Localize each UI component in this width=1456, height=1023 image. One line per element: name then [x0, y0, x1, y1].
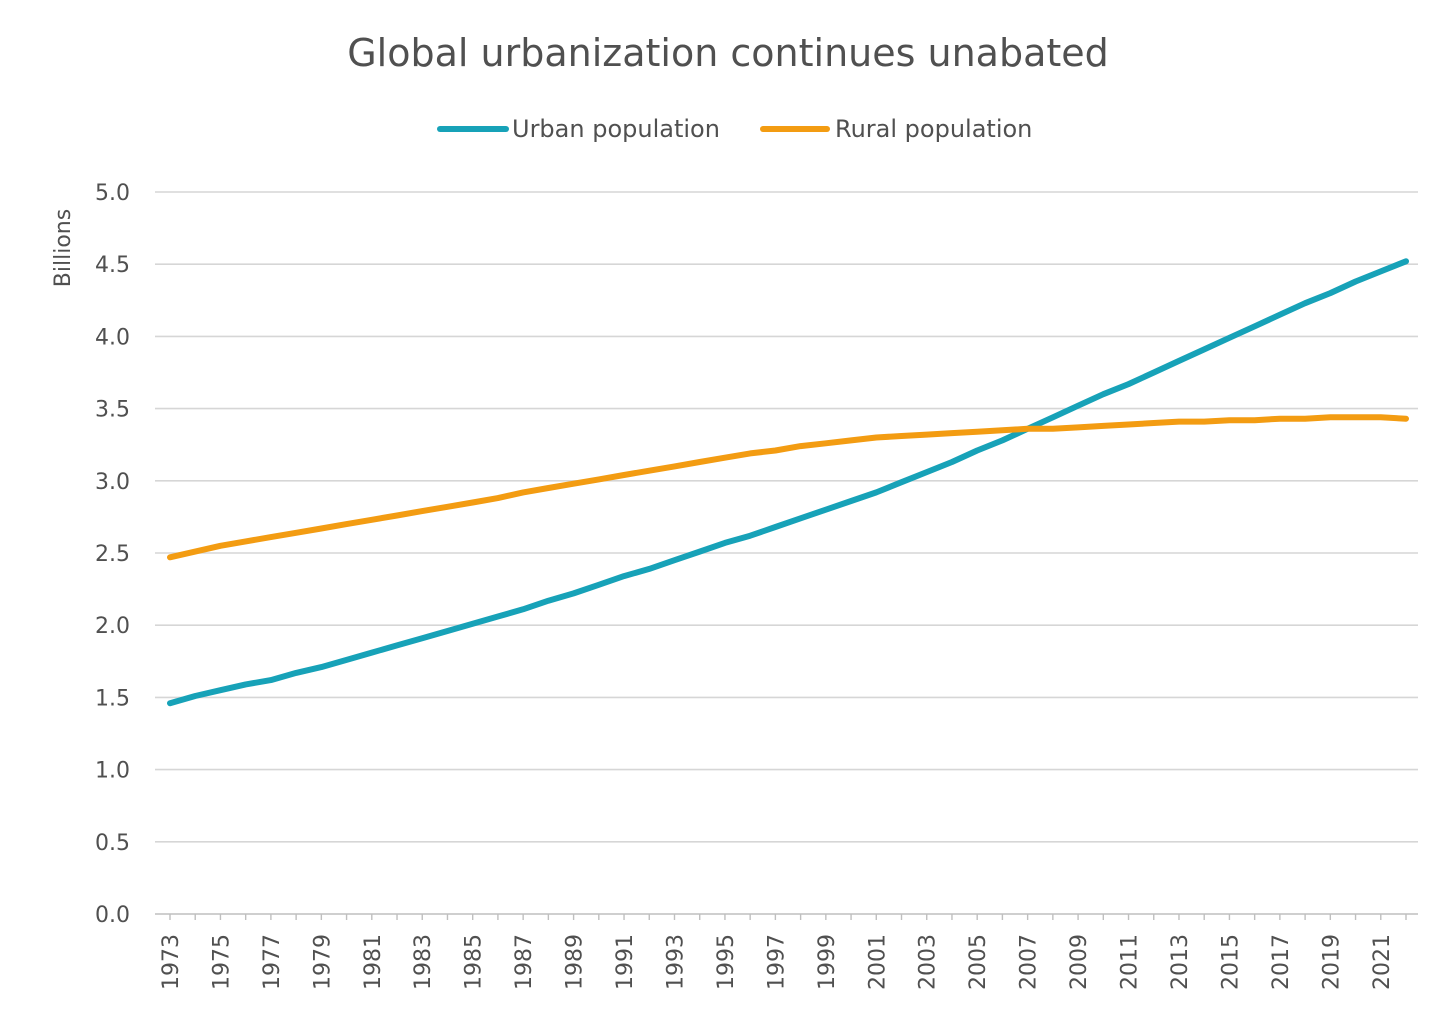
- series-lines: [167, 258, 1409, 707]
- urban-population-line: [167, 258, 1409, 707]
- legend: Urban population Rural population: [437, 115, 1032, 143]
- x-tick-label: 1985: [462, 934, 487, 990]
- x-tick-label: 1991: [613, 934, 638, 990]
- x-tick-label: 2015: [1218, 934, 1243, 990]
- y-axis-label: Billions: [51, 209, 76, 287]
- x-tick-label: 1983: [411, 934, 436, 990]
- y-tick-label: 4.5: [95, 253, 130, 278]
- chart-title: Global urbanization continues unabated: [347, 31, 1109, 75]
- y-tick-label: 2.0: [95, 614, 130, 639]
- y-tick-label: 1.0: [95, 759, 130, 784]
- x-tick-label: 1999: [815, 934, 840, 990]
- y-tick-label: 5.0: [95, 181, 130, 206]
- legend-item-urban: Urban population: [437, 115, 720, 143]
- y-tick-label: 3.0: [95, 470, 130, 495]
- gridlines: [155, 191, 1418, 915]
- y-tick-label: 0.0: [95, 903, 130, 928]
- x-tick-label: 2017: [1269, 934, 1294, 990]
- legend-label: Urban population: [512, 115, 720, 143]
- x-tick-label: 2007: [1017, 934, 1042, 990]
- legend-item-rural: Rural population: [760, 115, 1032, 143]
- x-tick-label: 1973: [159, 934, 184, 990]
- x-tick-label: 1975: [209, 934, 234, 990]
- x-tick-label: 1997: [764, 934, 789, 990]
- x-tick-label: 2001: [865, 934, 890, 990]
- x-tick-label: 1989: [563, 934, 588, 990]
- x-tick-label: 1979: [310, 934, 335, 990]
- x-tick-label: 1981: [361, 934, 386, 990]
- x-tick-label: 2021: [1370, 934, 1395, 990]
- x-tick-label: 2003: [916, 934, 941, 990]
- x-tick-label: 2009: [1067, 934, 1092, 990]
- x-tick-label: 2011: [1118, 934, 1143, 990]
- x-tick-label: 1995: [714, 934, 739, 990]
- rural-population-line: [167, 414, 1409, 561]
- x-tick-label: 1977: [260, 934, 285, 990]
- y-tick-label: 0.5: [95, 831, 130, 856]
- y-tick-label: 3.5: [95, 398, 130, 423]
- legend-label: Rural population: [835, 115, 1032, 143]
- y-tick-label: 1.5: [95, 686, 130, 711]
- x-tick-label: 2005: [966, 934, 991, 990]
- y-tick-label: 4.0: [95, 325, 130, 350]
- x-tick-label: 2013: [1168, 934, 1193, 990]
- x-tick-label: 1993: [663, 934, 688, 990]
- x-tick-label: 2019: [1319, 934, 1344, 990]
- y-tick-label: 2.5: [95, 542, 130, 567]
- x-axis-ticks: 1973 1975 1977 1979 1981 1983 1985 1987 1989 1991…: [159, 914, 1407, 990]
- y-axis-ticks: 0.0 0.5 1.0 1.5 2.0 2.5 3.0 3.5 4.0 4.5 5.0: [95, 181, 130, 928]
- x-tick-label: 1987: [512, 934, 537, 990]
